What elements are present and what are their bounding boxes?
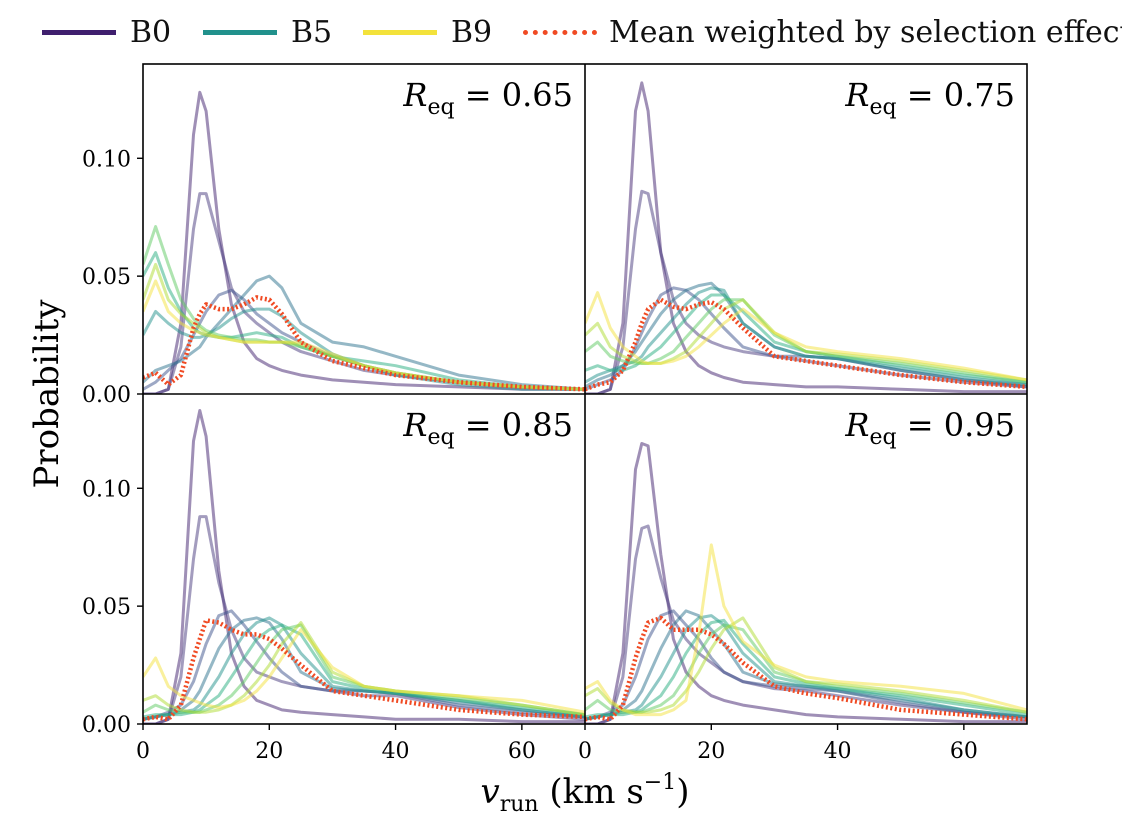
panel-1-plot-area bbox=[143, 90, 585, 394]
panel-3-series-6 bbox=[143, 623, 585, 719]
legend-swatch-b0 bbox=[42, 30, 116, 35]
panel-1-series-1 bbox=[143, 90, 585, 394]
panel-3-series-9 bbox=[143, 628, 585, 714]
legend: B0 B5 B9 Mean weighted by selection effe… bbox=[0, 12, 1122, 52]
x-tick-label: 0 bbox=[578, 739, 592, 764]
panel-4-plot-area bbox=[585, 442, 1027, 724]
panel-4-series-9 bbox=[585, 543, 1027, 717]
panel-2-series-9 bbox=[585, 291, 1027, 382]
panel-3-plot-area bbox=[143, 409, 585, 724]
panel-2-series-8 bbox=[585, 298, 1027, 382]
panel-3-label: Req = 0.85 bbox=[402, 406, 573, 450]
legend-label-b5: B5 bbox=[291, 15, 333, 50]
x-tick-label: 20 bbox=[255, 739, 283, 764]
panel-1-series-2 bbox=[143, 192, 585, 394]
x-tick-label: 60 bbox=[950, 739, 978, 764]
x-axis-label: vrun (km s−1) bbox=[481, 770, 690, 817]
panel-2-series-5 bbox=[585, 286, 1027, 387]
panel-4-series-4 bbox=[585, 609, 1027, 721]
panel-4-label: Req = 0.95 bbox=[844, 406, 1015, 450]
x-tick-label: 0 bbox=[136, 739, 150, 764]
panel-4-mean-line bbox=[585, 615, 1027, 722]
x-tick-label: 20 bbox=[697, 739, 725, 764]
panel-3-series-1 bbox=[143, 409, 585, 724]
panel-2-plot-area bbox=[585, 81, 1027, 394]
legend-swatch-mean bbox=[523, 30, 597, 35]
y-tick-label: 0.00 bbox=[82, 713, 131, 738]
panel-2-series-7 bbox=[585, 298, 1027, 384]
x-tick-label: 40 bbox=[382, 739, 410, 764]
legend-swatch-b9 bbox=[363, 30, 437, 35]
panel-3-mean-line bbox=[143, 618, 585, 722]
y-tick-label: 0.05 bbox=[82, 265, 131, 290]
y-tick-label: 0.10 bbox=[82, 477, 131, 502]
panel-1-mean-line bbox=[143, 295, 585, 392]
legend-label-b0: B0 bbox=[130, 15, 172, 50]
panel-1-series-9 bbox=[143, 279, 585, 391]
x-tick-label: 60 bbox=[508, 739, 536, 764]
legend-label-mean: Mean weighted by selection effects bbox=[609, 15, 1122, 50]
panel-3-series-2 bbox=[143, 515, 585, 724]
panel-2-series-1 bbox=[585, 81, 1027, 394]
y-tick-label: 0.10 bbox=[82, 147, 131, 172]
panel-1-label: Req = 0.65 bbox=[402, 76, 573, 120]
y-tick-label: 0.05 bbox=[82, 595, 131, 620]
panel-4-series-6 bbox=[585, 618, 1027, 719]
panel-1-series-4 bbox=[143, 274, 585, 391]
legend-label-b9: B9 bbox=[451, 15, 493, 50]
y-tick-label: 0.00 bbox=[82, 383, 131, 408]
panel-1-series-5 bbox=[143, 307, 585, 391]
x-tick-label: 40 bbox=[824, 739, 852, 764]
panel-1-series-3 bbox=[143, 288, 585, 391]
y-axis-label: Probability bbox=[27, 299, 67, 489]
panel-2-label: Req = 0.75 bbox=[844, 76, 1015, 120]
legend-swatch-b5 bbox=[203, 30, 277, 35]
